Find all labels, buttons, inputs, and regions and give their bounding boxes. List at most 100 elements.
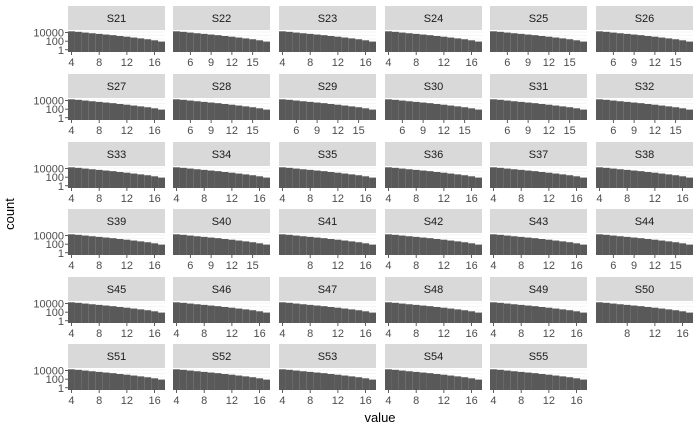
histogram-bar (517, 33, 525, 52)
histogram-bar (580, 244, 587, 255)
histogram-bar (616, 101, 624, 120)
facet-panel-s30: S30 6 9 12 15 (385, 74, 482, 137)
histogram-bar (173, 99, 180, 120)
histogram-bar (552, 240, 560, 255)
histogram-bar (144, 377, 152, 390)
histogram-bar (672, 310, 680, 323)
histogram-bar (426, 373, 434, 390)
histogram-bar (116, 104, 124, 120)
histogram-bar (256, 176, 264, 188)
histogram-bar (433, 104, 441, 120)
histogram-bar (644, 172, 652, 188)
facet-strip (490, 209, 587, 233)
x-tick-label: 12 (438, 260, 450, 272)
histogram-bar (665, 309, 673, 323)
histogram-bar (137, 309, 145, 323)
histogram-bar (88, 304, 96, 323)
facet-strip (596, 142, 693, 166)
x-tick-label: 4 (385, 57, 391, 69)
x-tick-label: 12 (332, 260, 344, 272)
histogram-bar (369, 244, 376, 255)
histogram-bar (88, 33, 96, 52)
histogram-bar (665, 38, 673, 52)
histogram-bar (475, 312, 482, 323)
histogram-bar (242, 376, 250, 390)
histogram-bar (596, 234, 603, 255)
histogram-bar (116, 172, 124, 188)
histogram-bar (623, 101, 631, 120)
histogram-bar (412, 371, 420, 390)
histogram-bar (552, 37, 560, 52)
x-tick-label: 8 (96, 57, 102, 69)
x-tick-label: 4 (490, 193, 496, 205)
histogram-bar (235, 37, 243, 52)
histogram-bar (686, 109, 693, 120)
facet-strip-label: S39 (107, 216, 127, 228)
x-tick-label: 12 (649, 125, 661, 137)
histogram-bar (658, 105, 666, 120)
histogram-bar (242, 309, 250, 323)
histogram-bar (496, 99, 504, 120)
histogram-bar (616, 236, 624, 255)
histogram-bar (299, 371, 307, 390)
histogram-bar (109, 171, 117, 188)
histogram-bar (313, 372, 321, 390)
histogram-bar (665, 106, 673, 120)
histogram-bar (88, 236, 96, 255)
histogram-bar (566, 310, 574, 323)
histogram-bar (596, 99, 603, 120)
facet-strip (596, 209, 693, 233)
histogram-bar (419, 102, 427, 120)
histogram-bar (306, 371, 314, 390)
facet-strip (385, 6, 482, 30)
histogram-bar (552, 105, 560, 120)
histogram-bar (256, 311, 264, 323)
histogram-bar (186, 370, 194, 390)
histogram-bar (228, 239, 236, 255)
x-tick-label: 9 (314, 125, 320, 137)
histogram-bar (385, 31, 392, 52)
histogram-bar (609, 303, 617, 323)
x-tick-label: 12 (332, 125, 344, 137)
x-tick-label: 16 (359, 193, 371, 205)
x-tick-label: 12 (543, 193, 555, 205)
histogram-bar (193, 33, 201, 52)
histogram-bar (475, 177, 482, 188)
histogram-bar (538, 374, 546, 390)
histogram-bar (433, 374, 441, 390)
y-tick-label: 10000 (33, 96, 64, 108)
y-tick-label: 100 (46, 172, 64, 184)
histogram-bar (644, 104, 652, 120)
facet-strip-label: S25 (529, 13, 549, 25)
histogram-bar (461, 377, 469, 390)
histogram-bar (651, 172, 659, 188)
x-tick-label: 6 (610, 57, 616, 69)
x-tick-label: 8 (96, 395, 102, 407)
histogram-bar (475, 379, 482, 390)
y-tick-label: 1 (58, 383, 64, 395)
histogram-bar (348, 38, 356, 52)
histogram-bar (327, 36, 335, 52)
histogram-bar (81, 32, 89, 52)
histogram-bar (341, 173, 349, 188)
facet-strip (173, 6, 270, 30)
histogram-bar (95, 101, 103, 120)
histogram-bar (95, 33, 103, 52)
x-tick-label: 15 (247, 260, 259, 272)
histogram-bar (440, 104, 448, 120)
histogram-bar (398, 303, 406, 323)
histogram-bar (503, 168, 511, 188)
histogram-bar (686, 312, 693, 323)
x-tick-label: 15 (459, 125, 471, 137)
histogram-bar (186, 235, 194, 255)
x-tick-label: 8 (307, 328, 313, 340)
facet-strip (279, 209, 376, 233)
x-tick-label: 12 (543, 328, 555, 340)
x-tick-label: 4 (490, 395, 496, 407)
histogram-bar (385, 99, 392, 120)
x-tick-label: 16 (676, 193, 688, 205)
